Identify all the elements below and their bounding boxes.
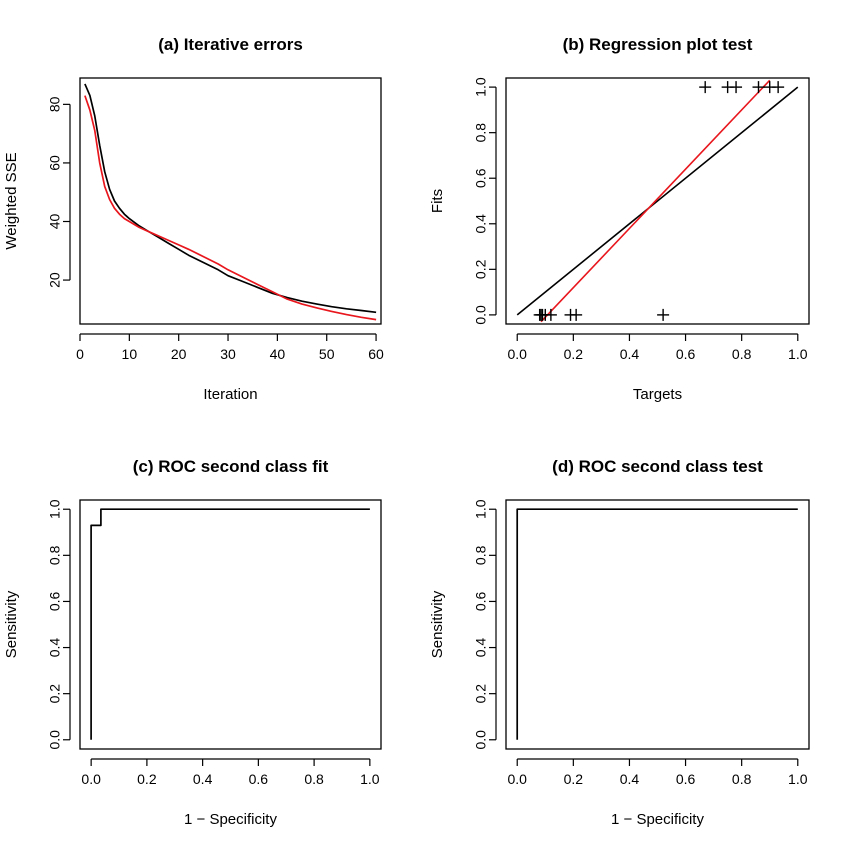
plot-frame [505,77,810,325]
scatter-point [772,81,785,94]
x-tick-label: 0.0 [81,771,101,787]
y-tick-label: 0.6 [47,592,63,612]
y-tick-label: 0.4 [473,638,489,658]
y-tick-label: 0.0 [473,730,489,750]
y-tick-label: 0.4 [473,214,489,234]
x-axis-label: 1 − Specificity [184,811,277,828]
series-line-1 [516,508,798,740]
series-line-1 [90,508,370,740]
y-tick-label: 0.2 [473,259,489,279]
y-tick-label: 0.8 [473,123,489,143]
x-tick-label: 0.6 [249,771,269,787]
y-tick-label: 1.0 [47,499,63,519]
x-tick-label: 60 [368,346,384,362]
plot-frame [79,77,382,325]
chart-title: (d) ROC second class test [552,457,763,476]
panel-3: (c) ROC second class fit 1 − Specificity S… [3,457,382,828]
x-tick-label: 0.2 [564,346,584,362]
series-line-1 [84,83,377,314]
y-tick-label: 40 [47,214,63,230]
x-tick-label: 0.4 [620,346,640,362]
x-axis-label: Targets [633,386,682,403]
y-tick-label: 0.8 [473,545,489,565]
x-tick-label: 1.0 [788,346,808,362]
panel-1: (a) Iterative errors Iteration Weighted SS… [3,35,384,403]
y-axis-label: Sensitivity [429,590,446,658]
y-tick-label: 0.0 [47,730,63,750]
scatter-point [544,308,557,321]
x-tick-label: 0.4 [193,771,213,787]
fit-line [516,86,799,316]
x-tick-label: 0.8 [732,771,752,787]
panel-4: (d) ROC second class test 1 − Specificity… [429,457,810,828]
x-tick-label: 10 [122,346,138,362]
y-axis-label: Sensitivity [3,590,20,658]
x-tick-label: 40 [270,346,286,362]
y-tick-label: 60 [47,155,63,171]
x-tick-label: 0.8 [732,346,752,362]
x-axis-label: 1 − Specificity [611,811,704,828]
x-tick-label: 20 [171,346,187,362]
y-tick-label: 20 [47,272,63,288]
x-tick-label: 0.6 [676,771,696,787]
x-tick-label: 0.8 [304,771,324,787]
chart-title: (c) ROC second class fit [133,457,329,476]
y-tick-label: 1.0 [473,499,489,519]
x-axis-label: Iteration [203,386,257,403]
y-tick-label: 1.0 [473,77,489,97]
scatter-point [730,81,743,94]
x-tick-label: 0 [76,346,84,362]
y-tick-label: 0.6 [473,592,489,612]
y-tick-label: 0.2 [47,684,63,704]
x-tick-label: 1.0 [788,771,808,787]
y-tick-label: 0.0 [473,305,489,325]
plot-frame [505,499,810,750]
x-tick-label: 0.4 [620,771,640,787]
y-tick-label: 0.2 [473,684,489,704]
y-tick-label: 0.8 [47,545,63,565]
y-tick-label: 0.4 [47,638,63,658]
panel-2: (b) Regression plot test Targets Fits 0.0 0.… [429,35,810,403]
y-tick-label: 80 [47,96,63,112]
fit-line [540,79,771,323]
scatter-point [699,81,712,94]
x-tick-label: 0.2 [564,771,584,787]
x-tick-label: 50 [319,346,335,362]
chart-title: (a) Iterative errors [158,35,303,54]
x-tick-label: 0.0 [507,346,527,362]
x-tick-label: 0.0 [507,771,527,787]
x-tick-label: 1.0 [360,771,380,787]
series-line-2 [84,95,377,321]
scatter-point [752,81,765,94]
x-tick-label: 0.6 [676,346,696,362]
y-tick-label: 0.6 [473,168,489,188]
x-tick-label: 0.2 [137,771,157,787]
scatter-point [657,308,670,321]
y-axis-label: Fits [429,189,446,213]
plot-frame [79,499,382,750]
x-tick-label: 30 [220,346,236,362]
y-axis-label: Weighted SSE [3,152,20,249]
scatter-point [570,308,583,321]
chart-title: (b) Regression plot test [563,35,753,54]
